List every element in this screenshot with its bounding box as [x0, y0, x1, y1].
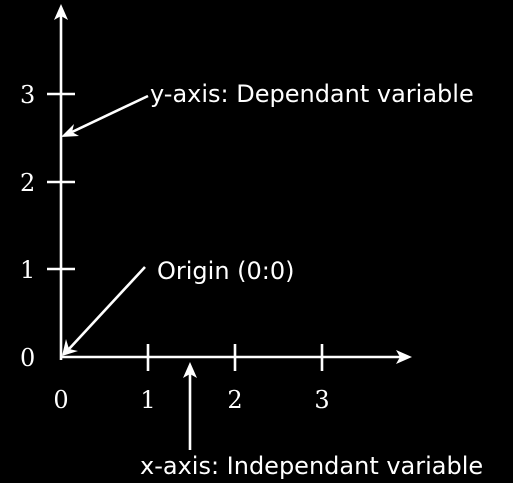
y-tick-label-0: 0 — [20, 344, 35, 372]
x-axis-arrowhead — [396, 350, 412, 364]
x-tick-label-3: 3 — [314, 386, 329, 414]
origin-annotation-label: Origin (0:0) — [157, 257, 295, 285]
y-axis-arrowhead — [54, 4, 68, 20]
y-axis-annotation-label: y-axis: Dependant variable — [150, 80, 474, 108]
x-tick-label-0: 0 — [53, 386, 68, 414]
x-tick-label-1: 1 — [140, 386, 155, 414]
y-axis-annotation-arrowhead — [61, 124, 79, 137]
y-tick-label-3: 3 — [20, 81, 35, 109]
y-tick-label-1: 1 — [20, 256, 35, 284]
x-axis-annotation-label: x-axis: Independant variable — [140, 452, 483, 480]
x-tick-label-2: 2 — [227, 386, 242, 414]
y-axis-annotation-arrow — [71, 94, 149, 134]
origin-annotation-arrow — [68, 266, 146, 350]
x-axis-annotation-arrowhead — [183, 362, 197, 378]
y-tick-label-2: 2 — [20, 169, 35, 197]
origin-annotation-arrowhead — [62, 339, 78, 356]
